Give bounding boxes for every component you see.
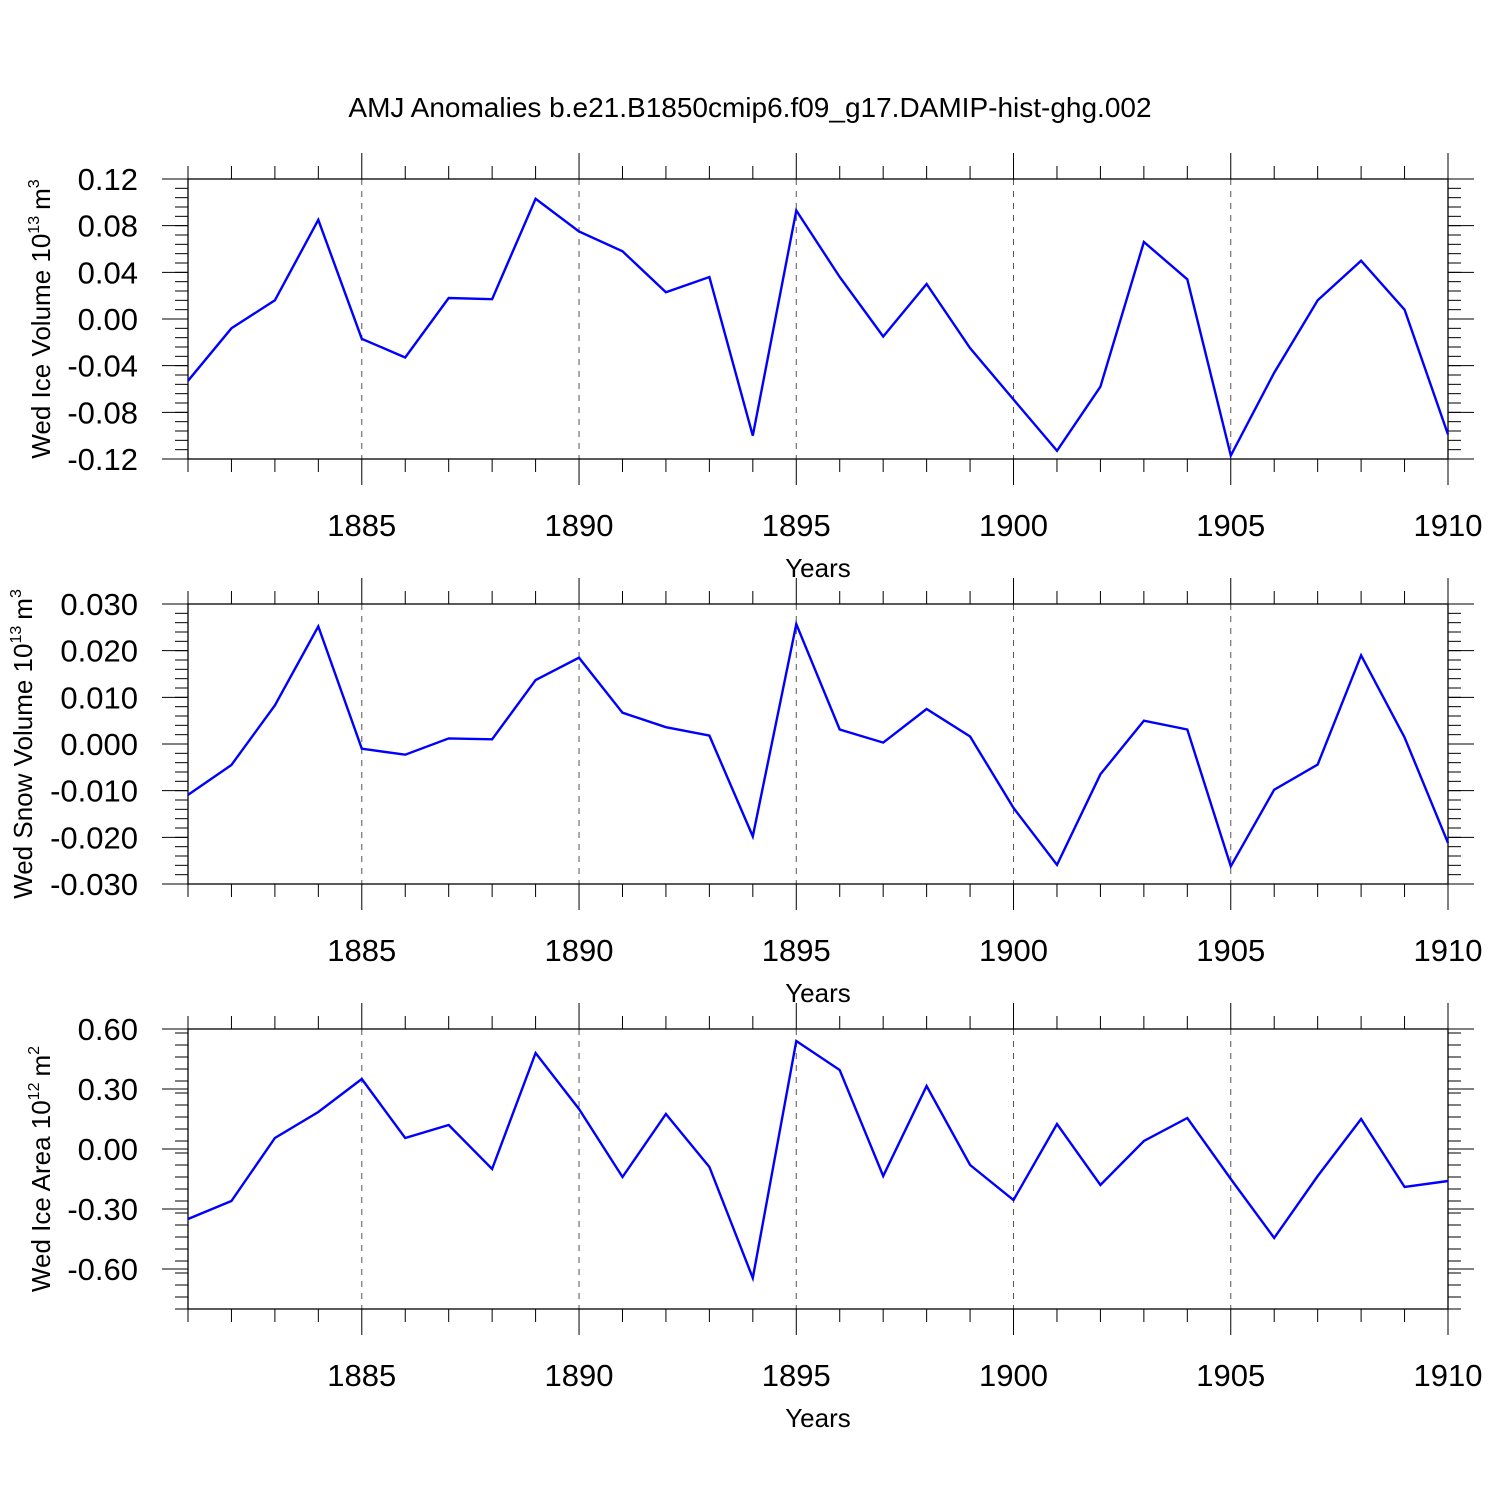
plot-frame [187,178,1449,460]
x-tick-label: 1900 [979,508,1048,543]
y-tick-label: 0.08 [78,209,138,244]
x-tick-label: 1885 [327,933,396,968]
x-axis-label: Years [785,978,851,1008]
x-tick-label: 1885 [327,1358,396,1393]
y-axis-label-unit: m [26,188,56,210]
plot-frame [187,1028,1449,1310]
y-tick-label: -0.30 [67,1192,138,1227]
y-tick-label: -0.030 [50,867,138,902]
x-tick-label: 1905 [1196,508,1265,543]
y-tick-label: 0.000 [60,727,138,762]
y-axis-label: Wed Ice Area 1012 m2 [26,1046,56,1292]
y-axis-label-exp: 13 [8,626,25,644]
x-tick-label: 1890 [545,508,614,543]
y-tick-label: 0.020 [60,634,138,669]
x-tick-label: 1885 [327,508,396,543]
y-axis-label-unit-exp: 2 [26,1046,43,1055]
x-tick-label: 1910 [1414,933,1483,968]
x-tick-label: 1910 [1414,508,1483,543]
y-tick-label: 0.04 [78,255,138,290]
x-axis-label: Years [785,1403,851,1433]
y-tick-label: -0.60 [67,1252,138,1287]
x-tick-label: 1900 [979,1358,1048,1393]
y-tick-label: 0.12 [78,162,138,197]
y-tick-label: -0.010 [50,774,138,809]
y-tick-label: 0.030 [60,587,138,622]
y-tick-label: -0.04 [67,349,138,384]
y-axis-label-text: Wed Snow Volume 10 [8,644,38,899]
y-axis-label: Wed Ice Volume 1013 m3 [26,179,56,458]
figure-title: AMJ Anomalies b.e21.B1850cmip6.f09_g17.D… [348,92,1151,123]
x-tick-label: 1900 [979,933,1048,968]
plot-frame [187,603,1449,885]
panel-2: 0.030 0.020 0.010 0.000 -0.010 -0.020 -0.030 18… [8,578,1482,1008]
y-axis-label-text: Wed Ice Volume 10 [26,234,56,459]
y-tick-label: 0.60 [78,1012,138,1047]
y-tick-label: 0.00 [78,1132,138,1167]
x-tick-label: 1905 [1196,933,1265,968]
y-tick-label: -0.12 [67,442,138,477]
y-tick-label: -0.08 [67,395,138,430]
x-tick-label: 1890 [545,1358,614,1393]
x-tick-label: 1905 [1196,1358,1265,1393]
x-tick-label: 1895 [762,933,831,968]
y-axis-label-exp: 12 [26,1082,43,1100]
x-tick-label: 1910 [1414,1358,1483,1393]
y-axis-label-unit: m [26,1055,56,1077]
series-line [187,196,1450,459]
y-tick-label: 0.30 [78,1072,138,1107]
y-tick-label: -0.020 [50,820,138,855]
x-tick-label: 1890 [545,933,614,968]
panel-3: 0.60 0.30 0.00 -0.30 -0.60 1885 1890 1895 1900 19… [26,1003,1482,1433]
y-axis-label-unit: m [8,598,38,620]
series-line [187,1038,1449,1283]
x-tick-label: 1895 [762,508,831,543]
y-tick-label: 0.00 [78,302,138,337]
y-tick-label: 0.010 [60,680,138,715]
y-axis-label-text: Wed Ice Area 10 [26,1100,56,1292]
panel-1: 0.12 0.08 0.04 0.00 -0.04 -0.08 -0.12 1885 1890 1… [26,153,1482,583]
y-axis-label-exp: 13 [26,216,43,234]
x-tick-label: 1895 [762,1358,831,1393]
x-axis-label: Years [785,553,851,583]
y-axis-label-unit-exp: 3 [26,179,43,188]
y-axis-label-unit-exp: 3 [8,589,25,598]
y-axis-label: Wed Snow Volume 1013 m3 [8,589,38,899]
series-line [187,620,1450,870]
